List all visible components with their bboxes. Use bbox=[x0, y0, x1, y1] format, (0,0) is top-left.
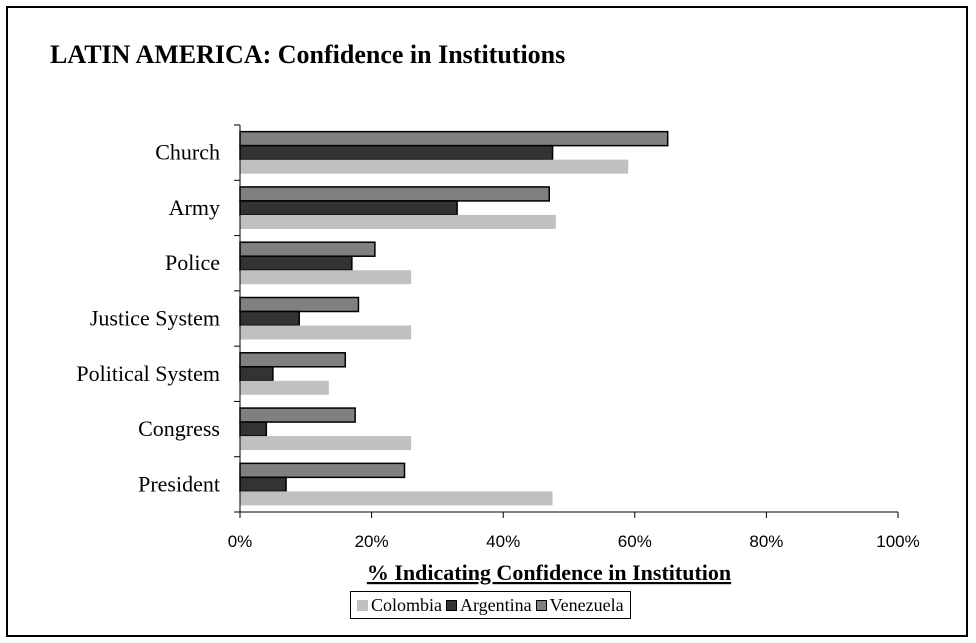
bar-colombia-justice-system bbox=[240, 325, 412, 340]
bar-argentina-justice-system bbox=[239, 310, 300, 327]
ticks-layer bbox=[234, 124, 899, 518]
chart-frame bbox=[6, 6, 968, 637]
x-tick-label: 40% bbox=[486, 532, 520, 551]
legend-label: Venezuela bbox=[549, 594, 624, 615]
x-tick-label: 20% bbox=[355, 532, 389, 551]
bar-argentina-president bbox=[239, 476, 287, 493]
category-label-congress: Congress bbox=[138, 416, 220, 441]
legend: Colombia Argentina Venezuela bbox=[350, 591, 631, 619]
category-label-president: President bbox=[138, 471, 220, 496]
legend-label: Colombia bbox=[371, 594, 442, 615]
x-tick-label: 0% bbox=[228, 532, 253, 551]
bar-venezuela-political-system bbox=[239, 352, 347, 368]
bar-colombia-army bbox=[240, 214, 556, 229]
bar-venezuela-police bbox=[239, 241, 376, 257]
legend-item-venezuela: Venezuela bbox=[535, 594, 624, 616]
bar-venezuela-army bbox=[239, 186, 551, 202]
bar-colombia-church bbox=[240, 159, 629, 174]
bar-venezuela-church bbox=[239, 130, 669, 147]
bar-venezuela-justice-system bbox=[239, 296, 360, 313]
bar-venezuela-president bbox=[239, 462, 406, 479]
bar-argentina-army bbox=[239, 200, 458, 216]
x-tick-label: 100% bbox=[876, 532, 919, 551]
category-label-church: Church bbox=[155, 140, 220, 165]
bar-argentina-police bbox=[239, 255, 353, 271]
bar-colombia-president bbox=[240, 491, 553, 506]
bar-colombia-political-system bbox=[240, 380, 329, 395]
category-label-justice-system: Justice System bbox=[90, 306, 220, 331]
category-label-army: Army bbox=[169, 195, 220, 220]
labels-layer: Church Army Police Justice System Political … bbox=[76, 140, 919, 551]
bar-colombia-congress bbox=[240, 436, 412, 451]
chart-title: LATIN AMERICA: Confidence in Institution… bbox=[50, 40, 566, 69]
bar-venezuela-congress bbox=[239, 407, 356, 423]
bars-layer bbox=[239, 130, 669, 506]
x-axis-title: % Indicating Confidence in Institution bbox=[367, 560, 731, 585]
category-label-political-system: Political System bbox=[76, 361, 220, 386]
legend-label: Argentina bbox=[460, 594, 532, 615]
category-label-police: Police bbox=[165, 250, 220, 275]
legend-item-argentina: Argentina bbox=[446, 595, 532, 616]
bar-colombia-police bbox=[240, 270, 412, 285]
bar-argentina-political-system bbox=[239, 366, 274, 382]
bar-argentina-congress bbox=[239, 421, 268, 437]
legend-swatch bbox=[357, 599, 368, 611]
x-tick-label: 60% bbox=[618, 532, 652, 551]
legend-item-colombia: Colombia bbox=[357, 595, 442, 616]
legend-swatch bbox=[535, 599, 547, 611]
bar-argentina-church bbox=[239, 144, 554, 161]
legend-swatch bbox=[446, 599, 457, 611]
x-tick-label: 80% bbox=[749, 532, 783, 551]
